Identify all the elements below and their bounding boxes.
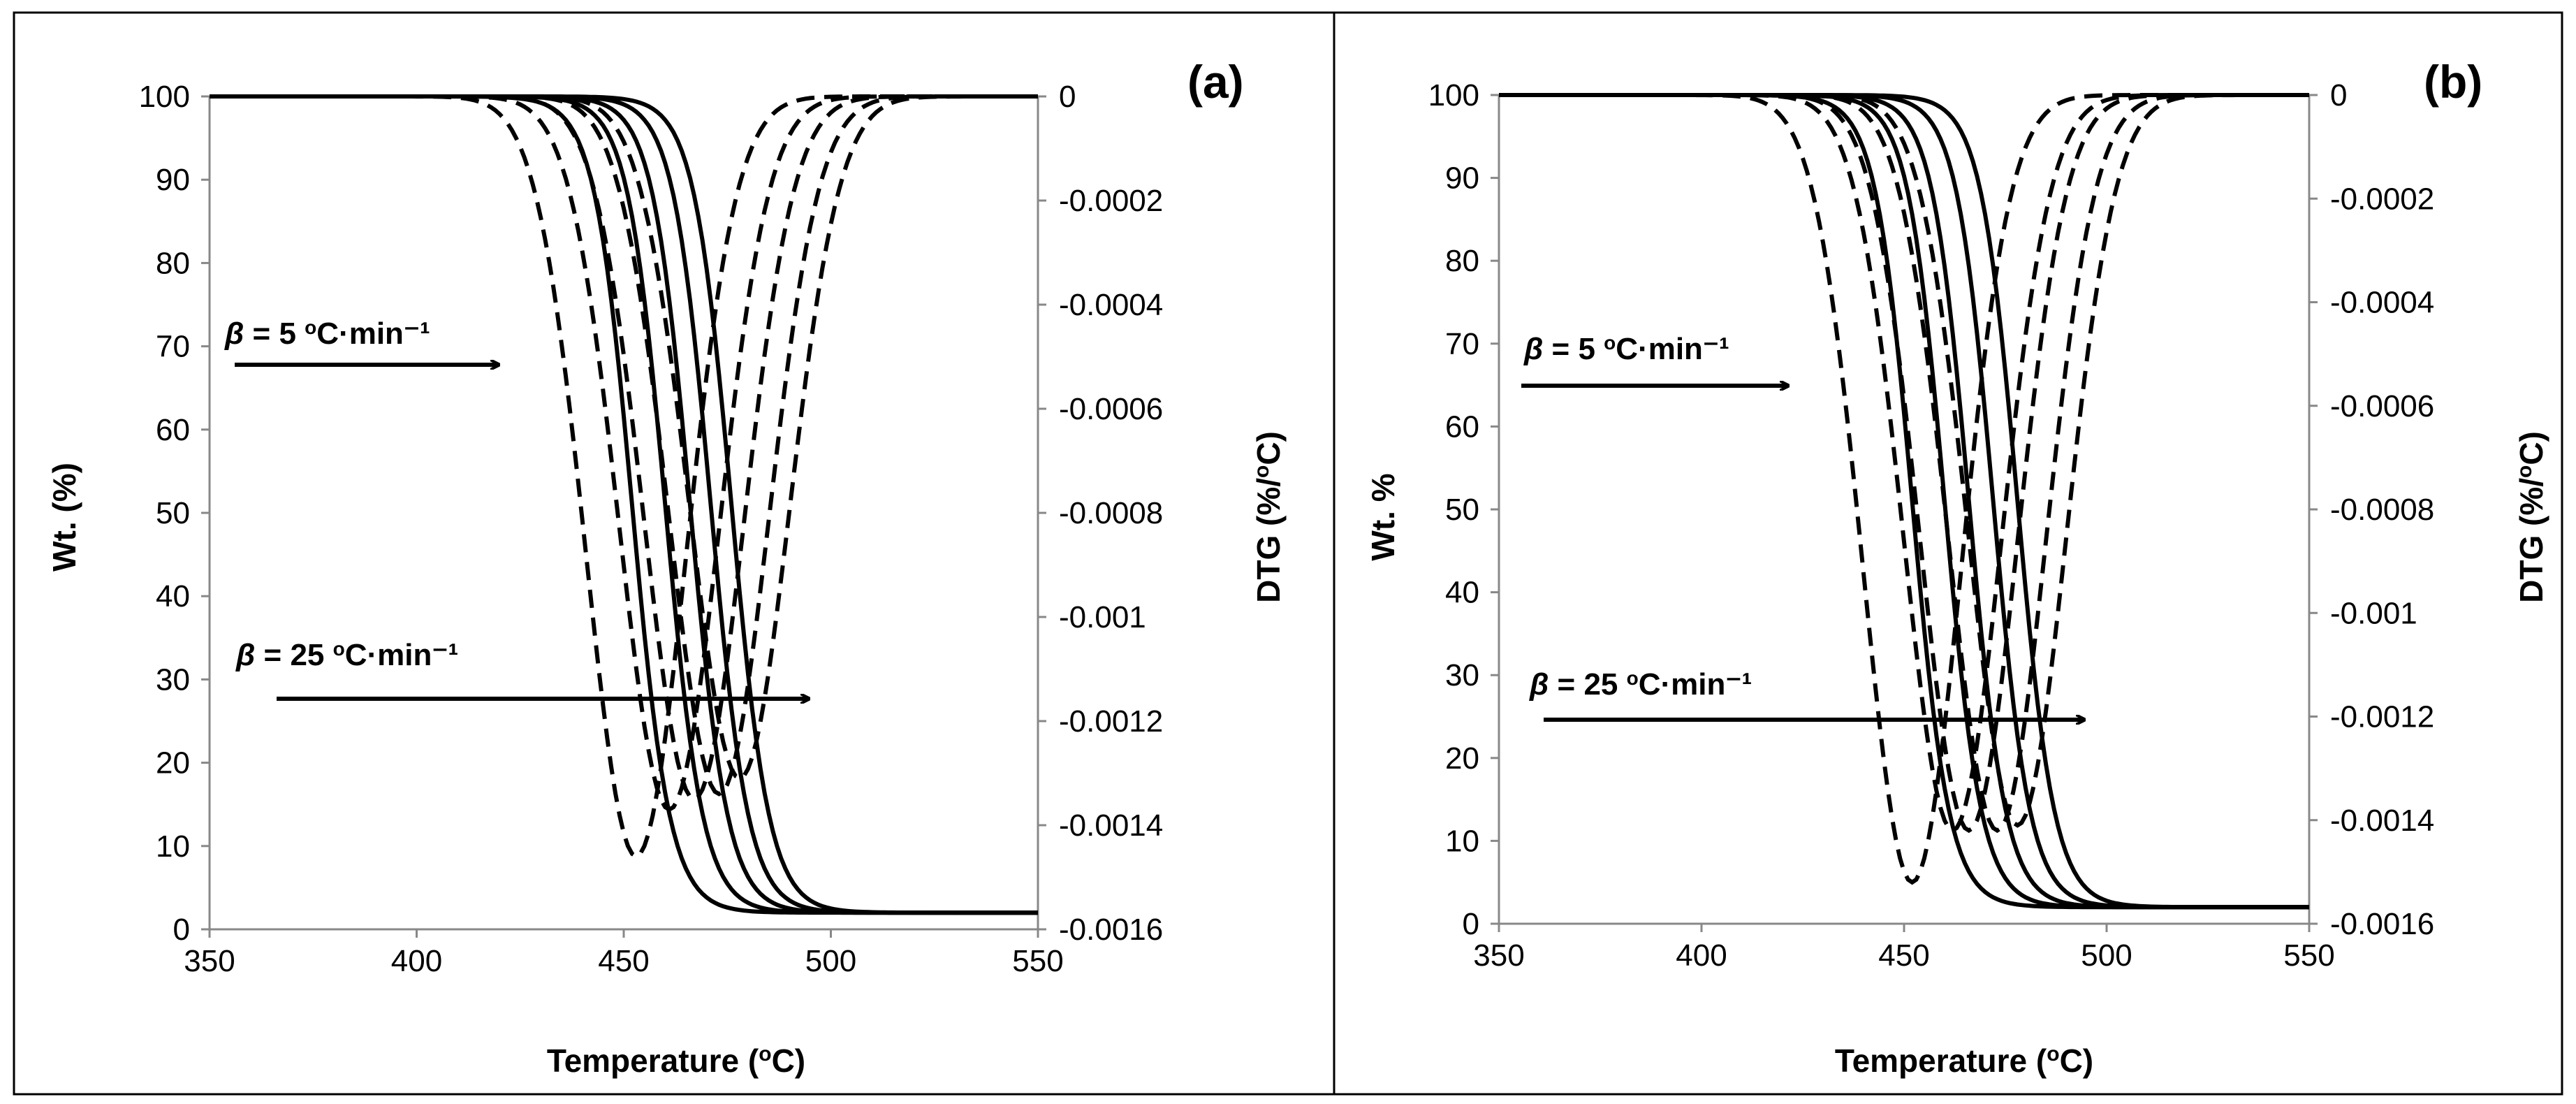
panel-b-y2-tick-label: 0: [2330, 78, 2347, 112]
panel-b-plot: 0 10 20 30 40 50 60 70 80 90 100 -0.0016 -0.0014 -0.0…: [1428, 78, 2435, 973]
panel-b-y2-tick-label: -0.0008: [2330, 493, 2434, 527]
panel-b-y2-tick-label: -0.0004: [2330, 286, 2434, 320]
panel-a-x-tick-label: 450: [598, 944, 649, 978]
panel-b-x-tick-label: 500: [2081, 938, 2132, 973]
panel-a-y-tick-label: 0: [173, 913, 190, 947]
panel-a-y2-tick-label: -0.0014: [1059, 808, 1163, 843]
panel-b-y-tick-label: 70: [1445, 327, 1479, 361]
panel-a-y-tick-label: 10: [156, 829, 190, 864]
panel-a-y2-tick-label: -0.0012: [1059, 704, 1163, 739]
panel-a-y2-tick-label: -0.001: [1059, 600, 1146, 634]
panel-b-x-tick-label: 350: [1473, 938, 1524, 973]
panel-b-y-tick-label: 40: [1445, 576, 1479, 610]
panel-b-tg-curve-5: [1499, 93, 2309, 910]
panel-b-y2-tick-label: -0.001: [2330, 596, 2417, 630]
panel-b-y-tick-label: 80: [1445, 244, 1479, 278]
panel-b-y2-tick-label: -0.0014: [2330, 804, 2434, 838]
panel-b: 0 10 20 30 40 50 60 70 80 90 100 -0.0016 -0.0014 -0.0…: [1333, 11, 2563, 1096]
panel-a-y-tick-label: 70: [156, 330, 190, 364]
panel-a-annotation-beta-5: β = 5 oC·min⁻¹: [224, 317, 430, 351]
panel-b-label: (b): [2424, 56, 2482, 108]
panel-a-tg-curve-5: [210, 94, 1038, 915]
panel-a-y-tick-label: 30: [156, 662, 190, 697]
panel-a-annotation-beta-25: β = 25 oC·min⁻¹: [235, 638, 458, 672]
panel-a-y2-tick-label: -0.0002: [1059, 184, 1163, 218]
panel-b-y-tick-label: 10: [1445, 824, 1479, 858]
panel-a-y-tick-label: 20: [156, 746, 190, 780]
panel-b-y2-tick-label: -0.0006: [2330, 389, 2434, 423]
panel-a-dtg-curve-5: [210, 94, 1038, 781]
panel-a-y-axis-title: Wt. (%): [46, 463, 82, 572]
panel-b-y2-tick-label: -0.0002: [2330, 182, 2434, 216]
panel-b-y-tick-label: 30: [1445, 658, 1479, 692]
panel-b-y-axis-title: Wt. %: [1365, 473, 1401, 560]
panel-a-y-tick-label: 100: [139, 80, 190, 114]
panel-b-y-tick-label: 100: [1428, 78, 1479, 112]
panel-b-y-tick-label: 60: [1445, 409, 1479, 444]
panel-b-dtg-curve-4: [1499, 93, 2309, 834]
panel-a-y2-axis-title: DTG (%/oC): [1250, 431, 1287, 603]
panel-a-y-tick-label: 60: [156, 413, 190, 447]
panel-b-x-axis-title: Temperature (oC): [1835, 1043, 2093, 1079]
panel-b-y2-axis-title: DTG (%/oC): [2513, 431, 2549, 603]
panel-b-y2-tick-label: -0.0012: [2330, 700, 2434, 734]
panel-a-label: (a): [1187, 56, 1244, 108]
panel-b-y-tick-label: 20: [1445, 741, 1479, 776]
panel-a-y-tick-label: 50: [156, 496, 190, 530]
panel-a-y-tick-label: 40: [156, 579, 190, 613]
panel-a: 0 10 20 30 40 50 60 70 80 90 100 -0.0016 -0.0014 -0.0…: [13, 11, 1335, 1096]
panel-a-plot: 0 10 20 30 40 50 60 70 80 90 100 -0.0016 -0.0014 -0.0…: [139, 80, 1164, 978]
panel-a-y-tick-label: 80: [156, 246, 190, 280]
panel-b-y-tick-label: 90: [1445, 161, 1479, 196]
panel-a-y2-tick-label: -0.0006: [1059, 392, 1163, 426]
panel-a-x-axis-title: Temperature (oC): [547, 1043, 805, 1079]
panel-a-x-tick-label: 550: [1012, 944, 1063, 978]
panel-b-x-tick-label: 450: [1878, 938, 1929, 973]
panel-a-y2-tick-label: -0.0004: [1059, 288, 1163, 322]
panel-b-y2-tick-label: -0.0016: [2330, 907, 2434, 941]
panel-b-annotation-beta-5: β = 5 oC·min⁻¹: [1523, 332, 1729, 366]
panel-a-y2-tick-label: -0.0016: [1059, 913, 1163, 947]
panel-a-x-tick-label: 350: [184, 944, 235, 978]
panel-a-y-tick-label: 90: [156, 163, 190, 197]
panel-b-y-tick-label: 50: [1445, 493, 1479, 527]
panel-b-annotation-beta-25: β = 25 oC·min⁻¹: [1529, 667, 1752, 702]
panel-b-y-tick-label: 0: [1463, 907, 1479, 941]
panel-a-y2-tick-label: -0.0008: [1059, 496, 1163, 530]
panel-b-dtg-curve-5: [1499, 93, 2309, 828]
panel-b-x-tick-label: 550: [2283, 938, 2334, 973]
panel-a-dtg-curve-4: [210, 94, 1038, 797]
panel-a-x-tick-label: 400: [391, 944, 442, 978]
panel-a-x-tick-label: 500: [805, 944, 856, 978]
panel-b-x-tick-label: 400: [1676, 938, 1727, 973]
panel-a-y2-tick-label: 0: [1059, 80, 1076, 114]
